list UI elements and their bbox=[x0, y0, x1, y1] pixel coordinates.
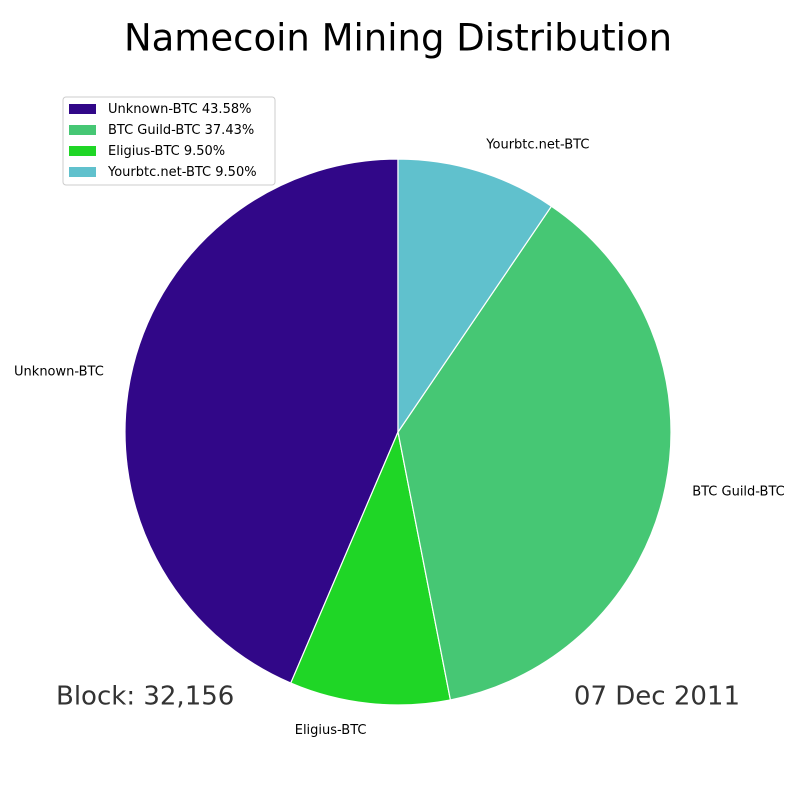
legend-name: Yourbtc.net-BTC bbox=[107, 165, 211, 180]
legend-value: 9.50% bbox=[215, 165, 256, 180]
slice-label: Eligius-BTC bbox=[295, 723, 367, 738]
legend-value: 37.43% bbox=[205, 123, 255, 138]
pie-slice bbox=[289, 429, 452, 706]
legend-label: BTC Guild-BTC 37.43% bbox=[108, 123, 254, 138]
slice-label: Yourbtc.net-BTC bbox=[485, 137, 589, 152]
slice-label: Unknown-BTC bbox=[14, 364, 104, 379]
legend-name: Unknown-BTC bbox=[108, 102, 198, 117]
slice-label: BTC Guild-BTC bbox=[692, 485, 785, 500]
legend-name: BTC Guild-BTC bbox=[108, 123, 201, 138]
date-annotation: 07 Dec 2011 bbox=[574, 682, 740, 712]
pie-slice bbox=[397, 158, 553, 434]
legend-swatch bbox=[69, 146, 96, 156]
pie-slice bbox=[124, 158, 399, 684]
legend-name: Eligius-BTC bbox=[108, 144, 180, 159]
pie-slice bbox=[397, 205, 672, 701]
legend-swatch bbox=[69, 125, 96, 135]
legend-swatch bbox=[69, 104, 96, 114]
legend-swatch bbox=[69, 167, 96, 177]
legend-value: 43.58% bbox=[202, 102, 252, 117]
chart-title: Namecoin Mining Distribution bbox=[124, 17, 672, 60]
legend-label: Eligius-BTC 9.50% bbox=[108, 144, 225, 159]
legend-label: Unknown-BTC 43.58% bbox=[108, 102, 251, 117]
legend-box bbox=[62, 96, 276, 186]
legend-label: Yourbtc.net-BTC 9.50% bbox=[107, 165, 257, 180]
block-annotation: Block: 32,156 bbox=[56, 682, 234, 712]
legend-value: 9.50% bbox=[184, 144, 225, 159]
